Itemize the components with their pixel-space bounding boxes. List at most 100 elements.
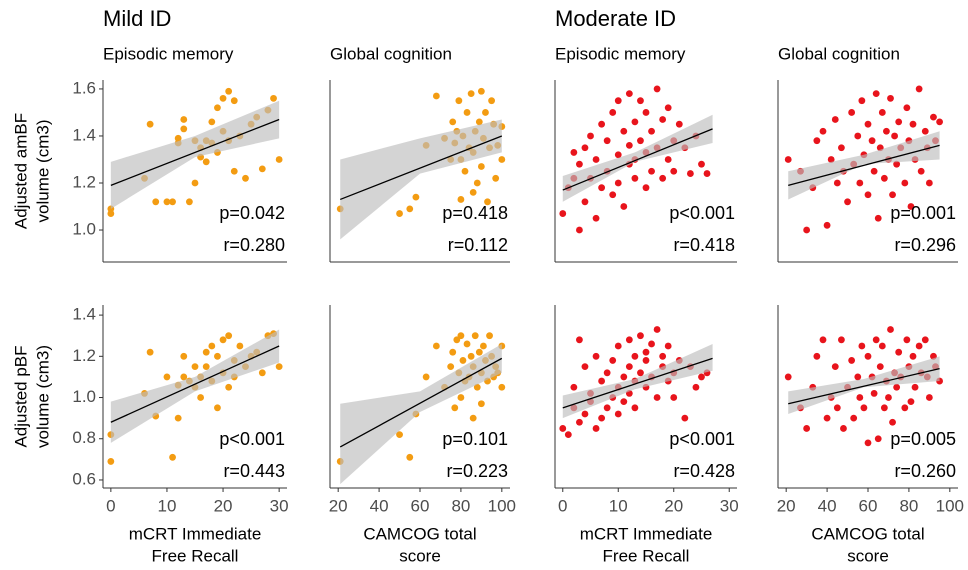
point — [214, 104, 221, 112]
point — [174, 414, 182, 422]
point — [570, 383, 578, 391]
group-title: Moderate ID — [555, 6, 676, 31]
annotation: r=0.428 — [673, 461, 735, 481]
point — [581, 363, 589, 371]
point — [614, 342, 622, 350]
point — [592, 214, 600, 222]
point — [258, 369, 266, 377]
point — [819, 127, 827, 135]
confidence-band — [340, 119, 502, 240]
annotation: r=0.223 — [446, 461, 508, 481]
point — [461, 167, 469, 175]
point — [447, 363, 455, 371]
point — [854, 132, 862, 140]
point — [603, 369, 611, 377]
point — [907, 398, 915, 406]
point — [893, 383, 901, 391]
confidence-band — [788, 131, 940, 200]
point — [488, 97, 495, 105]
point — [477, 400, 485, 408]
point — [455, 97, 463, 105]
point — [903, 104, 911, 112]
y-tick-label: 1.2 — [72, 172, 96, 191]
point — [653, 85, 661, 93]
point — [469, 188, 477, 196]
point — [872, 90, 880, 98]
point — [603, 404, 611, 412]
point — [484, 198, 491, 206]
point — [576, 418, 583, 426]
plot-area — [559, 326, 713, 439]
point — [581, 144, 589, 152]
point — [498, 156, 506, 163]
point — [219, 94, 227, 102]
point — [598, 377, 606, 385]
x-tick-label: 40 — [818, 496, 837, 515]
plot-area — [784, 326, 943, 447]
point — [587, 132, 594, 140]
point — [169, 453, 176, 461]
point — [917, 167, 925, 175]
point — [475, 118, 483, 126]
point — [637, 137, 644, 145]
point — [609, 357, 617, 364]
point — [854, 373, 862, 381]
point — [180, 116, 188, 123]
point — [169, 198, 176, 206]
point — [642, 109, 650, 116]
annotation: p<0.001 — [219, 429, 285, 449]
annotation: p<0.001 — [669, 203, 735, 223]
point — [570, 149, 578, 156]
point — [477, 163, 485, 170]
point — [163, 198, 171, 206]
point — [576, 226, 583, 234]
point — [592, 156, 600, 163]
point — [653, 326, 661, 333]
point — [396, 431, 403, 439]
point — [614, 97, 622, 105]
x-axis-label: score — [847, 546, 889, 565]
point — [406, 453, 414, 461]
point — [412, 193, 420, 201]
x-tick-label: 30 — [720, 496, 739, 515]
point — [107, 458, 115, 465]
plot-area — [107, 87, 283, 217]
plot-area — [784, 85, 943, 234]
point — [631, 174, 639, 182]
confidence-band — [110, 100, 280, 209]
point — [614, 179, 622, 187]
point — [833, 404, 841, 412]
point — [459, 357, 467, 364]
point — [856, 179, 864, 187]
fit-line — [339, 135, 503, 201]
point — [784, 373, 792, 381]
point — [482, 109, 489, 116]
point — [675, 120, 683, 128]
point — [453, 336, 461, 344]
point — [925, 394, 933, 401]
point — [463, 340, 471, 348]
plot-area — [559, 85, 713, 234]
point — [891, 132, 898, 140]
point — [872, 336, 880, 344]
point — [180, 352, 188, 360]
point — [609, 191, 617, 199]
point — [874, 214, 882, 222]
point — [659, 116, 667, 123]
annotation: r=0.280 — [223, 235, 285, 255]
y-axis-label: volume (cm3) — [33, 345, 52, 448]
y-tick-label: 1.4 — [72, 305, 96, 324]
point — [480, 342, 487, 350]
point — [620, 203, 628, 210]
point — [915, 85, 923, 93]
point — [698, 373, 705, 381]
point — [477, 87, 485, 95]
point — [449, 118, 457, 126]
x-axis-label: Free Recall — [603, 546, 690, 565]
point — [903, 336, 911, 344]
point — [848, 357, 856, 364]
point — [620, 373, 628, 381]
point — [473, 179, 481, 187]
point — [878, 109, 886, 116]
point — [598, 120, 606, 128]
